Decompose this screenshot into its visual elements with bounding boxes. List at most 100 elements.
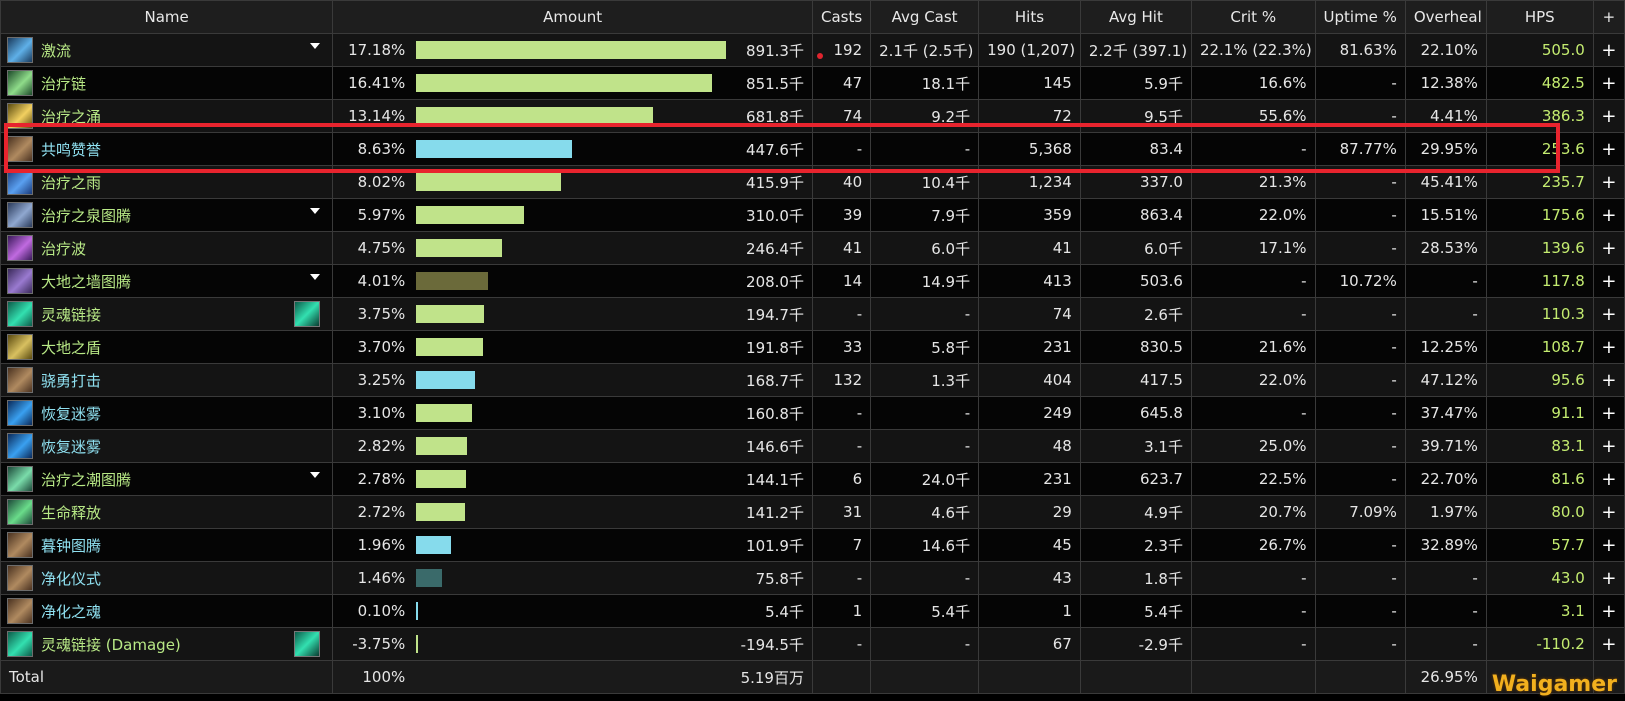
- spell-name-cell[interactable]: 大地之墙图腾: [0, 264, 334, 298]
- spell-name-cell[interactable]: 灵魂链接: [0, 297, 334, 331]
- table-row[interactable]: 激流 17.18% 891.3千 192 2.1千 (2.5千) 190 (1,207) 2…: [0, 33, 1625, 67]
- expand-row-button[interactable]: +: [1592, 429, 1625, 463]
- expand-row-button[interactable]: +: [1592, 495, 1625, 529]
- spell-name[interactable]: 净化之魂: [41, 602, 102, 621]
- expand-row-button[interactable]: +: [1592, 264, 1625, 298]
- casts-cell: 7: [811, 528, 872, 562]
- spell-name[interactable]: 激流: [41, 41, 72, 60]
- expand-row-button[interactable]: +: [1592, 231, 1625, 265]
- spell-name-cell[interactable]: 治疗之潮图腾: [0, 462, 334, 496]
- spell-name-cell[interactable]: 灵魂链接 (Damage): [0, 627, 334, 661]
- col-header-overheal[interactable]: Overheal: [1404, 0, 1487, 34]
- table-row[interactable]: 暮钟图腾 1.96% 101.9千 7 14.6千 45 2.3千 26.7% -32.89% 5…: [0, 528, 1625, 562]
- col-header-uptime[interactable]: Uptime %: [1314, 0, 1406, 34]
- expand-row-button[interactable]: +: [1592, 363, 1625, 397]
- spell-name-cell[interactable]: 治疗之涌: [0, 99, 334, 133]
- expand-row-button[interactable]: +: [1592, 99, 1625, 133]
- table-row[interactable]: 治疗之涌 13.14% 681.8千 74 9.2千 72 9.5千 55.6% -4.41% 3…: [0, 99, 1625, 133]
- spell-name[interactable]: 净化仪式: [41, 569, 102, 588]
- table-row[interactable]: 灵魂链接 3.75% 194.7千 - -74 2.6千 - - -110.3 +: [0, 297, 1625, 331]
- spell-name[interactable]: 共鸣赞誉: [41, 140, 102, 159]
- expand-row-button[interactable]: +: [1592, 627, 1625, 661]
- spell-name[interactable]: 生命释放: [41, 503, 102, 522]
- spell-name-cell[interactable]: 恢复迷雾: [0, 396, 334, 430]
- col-header-avg-hit[interactable]: Avg Hit: [1079, 0, 1192, 34]
- table-row[interactable]: 治疗链 16.41% 851.5千 47 18.1千 145 5.9千 16.6% -12.38…: [0, 66, 1625, 100]
- expand-row-button[interactable]: +: [1592, 66, 1625, 100]
- expand-arrow-icon[interactable]: [310, 274, 321, 280]
- spell-name[interactable]: 暮钟图腾: [41, 536, 102, 555]
- expand-row-button[interactable]: +: [1592, 198, 1625, 232]
- col-header-avg-cast[interactable]: Avg Cast: [870, 0, 980, 34]
- spell-name[interactable]: 大地之墙图腾: [41, 272, 132, 291]
- table-row[interactable]: 恢复迷雾 3.10% 160.8千 - -249 645.8- -37.47% 91.1 +: [0, 396, 1625, 430]
- spell-name[interactable]: 大地之盾: [41, 338, 102, 357]
- expand-arrow-icon[interactable]: [310, 208, 321, 214]
- col-header-amount[interactable]: Amount: [332, 0, 813, 34]
- table-row[interactable]: 灵魂链接 (Damage) -3.75% -194.5千 - -67 -2.9千 - - - -1…: [0, 627, 1625, 661]
- spell-name[interactable]: 恢复迷雾: [41, 437, 102, 456]
- crit-cell: 22.0%: [1190, 198, 1316, 232]
- table-row[interactable]: 恢复迷雾 2.82% 146.6千 - -48 3.1千 25.0% -39.71% 83.1 +: [0, 429, 1625, 463]
- spell-name-cell[interactable]: 治疗链: [0, 66, 334, 100]
- expand-arrow-icon[interactable]: [310, 43, 321, 49]
- expand-row-button[interactable]: +: [1592, 297, 1625, 331]
- amount-bar-track: [416, 107, 726, 125]
- spell-name[interactable]: 灵魂链接: [41, 305, 102, 324]
- spell-name[interactable]: 治疗之潮图腾: [41, 470, 132, 489]
- col-header-hits[interactable]: Hits: [978, 0, 1081, 34]
- spell-name-cell[interactable]: 生命释放: [0, 495, 334, 529]
- expand-row-button[interactable]: +: [1592, 462, 1625, 496]
- spell-name[interactable]: 骁勇打击: [41, 371, 102, 390]
- col-header-casts[interactable]: Casts: [811, 0, 872, 34]
- table-row[interactable]: 治疗之雨 8.02% 415.9千 40 10.4千 1,234 337.0 21.3% -45…: [0, 165, 1625, 199]
- spell-name[interactable]: 治疗波: [41, 239, 87, 258]
- spell-name-cell[interactable]: 暮钟图腾: [0, 528, 334, 562]
- spell-name-cell[interactable]: 治疗之泉图腾: [0, 198, 334, 232]
- col-header-name[interactable]: Name: [0, 0, 334, 34]
- amount-value: 447.6千: [746, 140, 804, 159]
- expand-row-button[interactable]: +: [1592, 594, 1625, 628]
- spell-name-cell[interactable]: 治疗波: [0, 231, 334, 265]
- spell-name-cell[interactable]: 激流: [0, 33, 334, 67]
- table-row[interactable]: 治疗波 4.75% 246.4千 41 6.0千 41 6.0千 17.1% -28.53% 13…: [0, 231, 1625, 265]
- expand-row-button[interactable]: +: [1592, 561, 1625, 595]
- spell-name-cell[interactable]: 净化仪式: [0, 561, 334, 595]
- spell-name-cell[interactable]: 骁勇打击: [0, 363, 334, 397]
- spell-name[interactable]: 治疗之泉图腾: [41, 206, 132, 225]
- expand-row-button[interactable]: +: [1592, 396, 1625, 430]
- expand-row-button[interactable]: +: [1592, 330, 1625, 364]
- table-row[interactable]: 生命释放 2.72% 141.2千 31 4.6千 29 4.9千 20.7% 7.09% 1.9…: [0, 495, 1625, 529]
- crit-cell: 26.7%: [1190, 528, 1316, 562]
- spell-name[interactable]: 治疗链: [41, 74, 87, 93]
- expand-row-button[interactable]: +: [1592, 165, 1625, 199]
- table-row[interactable]: 大地之盾 3.70% 191.8千 33 5.8千 231 830.5 21.6% -12.25…: [0, 330, 1625, 364]
- spell-name-cell[interactable]: 净化之魂: [0, 594, 334, 628]
- avg-hit-cell: 5.4千: [1079, 594, 1192, 628]
- spell-name[interactable]: 恢复迷雾: [41, 404, 102, 423]
- amount-cell: 1.96% 101.9千: [332, 528, 813, 562]
- spell-name-cell[interactable]: 恢复迷雾: [0, 429, 334, 463]
- col-header-hps[interactable]: HPS: [1485, 0, 1594, 34]
- spell-name-cell[interactable]: 治疗之雨: [0, 165, 334, 199]
- col-header-crit[interactable]: Crit %: [1190, 0, 1316, 34]
- table-row[interactable]: 治疗之泉图腾 5.97% 310.0千 39 7.9千 359 863.4 22.0% -15.…: [0, 198, 1625, 232]
- expand-row-button[interactable]: +: [1592, 528, 1625, 562]
- table-row[interactable]: 大地之墙图腾 4.01% 208.0千 14 14.9千 413 503.6-10.72% -…: [0, 264, 1625, 298]
- table-row[interactable]: 治疗之潮图腾 2.78% 144.1千 6 24.0千 231 623.7 22.5% -22.…: [0, 462, 1625, 496]
- spell-name[interactable]: 治疗之涌: [41, 107, 102, 126]
- expand-arrow-icon[interactable]: [310, 472, 321, 478]
- spell-name-cell[interactable]: 共鸣赞誉: [0, 132, 334, 166]
- table-row[interactable]: 净化之魂 0.10% 5.4千 1 5.4千 1 5.4千 - - -3.1 +: [0, 594, 1625, 628]
- table-row[interactable]: 骁勇打击 3.25% 168.7千 132 1.3千 404 417.5 22.0% -47.1…: [0, 363, 1625, 397]
- expand-row-button[interactable]: +: [1592, 132, 1625, 166]
- amount-pct: 16.41%: [348, 74, 406, 92]
- table-row[interactable]: 净化仪式 1.46% 75.8千 - -43 1.8千 - - -43.0 +: [0, 561, 1625, 595]
- add-column-button[interactable]: +: [1592, 0, 1625, 34]
- expand-row-button[interactable]: +: [1592, 33, 1625, 67]
- spell-name-cell[interactable]: 大地之盾: [0, 330, 334, 364]
- spell-name[interactable]: 灵魂链接 (Damage): [41, 635, 181, 654]
- amount-bar: [416, 371, 476, 389]
- spell-name[interactable]: 治疗之雨: [41, 173, 102, 192]
- table-row[interactable]: 共鸣赞誉 8.63% 447.6千 - -5,368 83.4-87.77% 29.95% 2…: [0, 132, 1625, 166]
